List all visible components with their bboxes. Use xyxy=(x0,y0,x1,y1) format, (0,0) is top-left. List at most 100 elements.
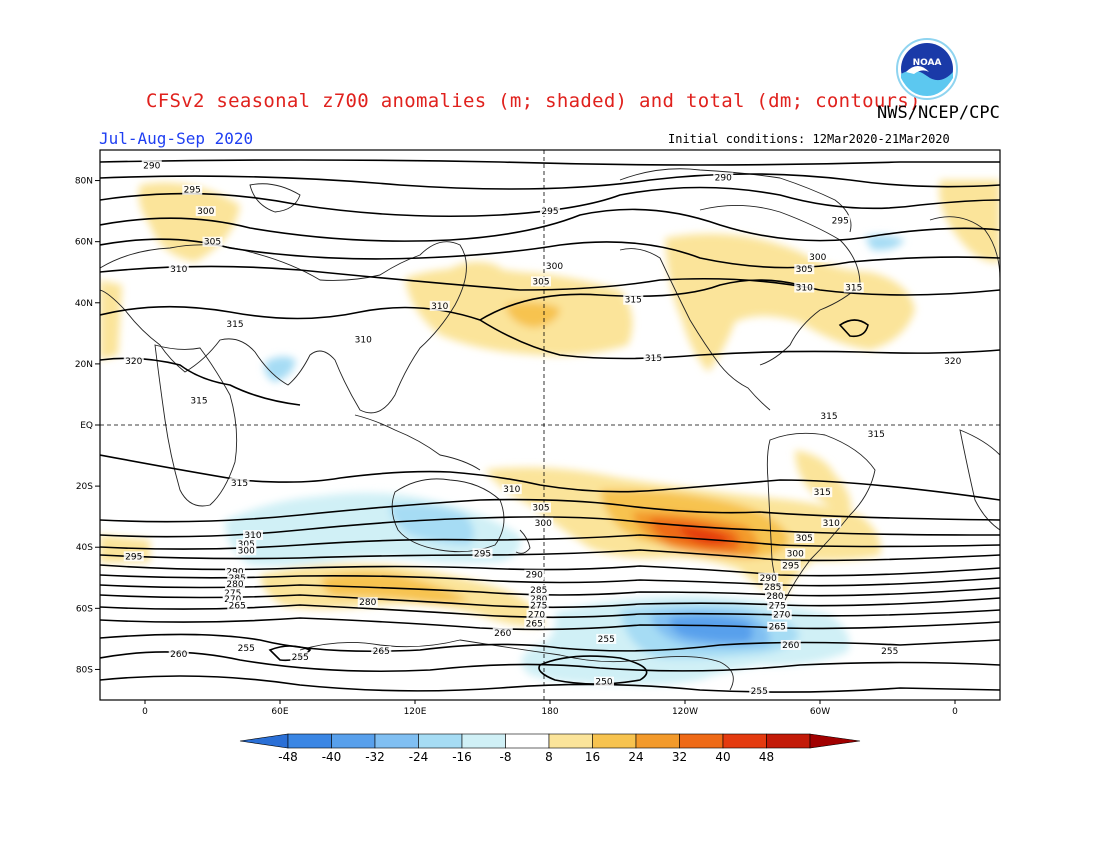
contour-label-bg xyxy=(222,594,243,605)
contour-label-bg xyxy=(765,591,785,602)
colorbar-label: 40 xyxy=(715,750,730,764)
map-plot-area: 2902953003053103153203153103103003052952… xyxy=(100,150,1000,700)
contour-label: 315 xyxy=(231,479,248,489)
colorbar-label: 24 xyxy=(628,750,643,764)
contour-label-bg xyxy=(780,560,801,571)
longitude-axis: 0 60E 120E 180 120W 60W 0 xyxy=(142,700,958,717)
contour-label-bg xyxy=(594,676,614,687)
contour-label: 310 xyxy=(355,335,372,345)
contour-label-bg xyxy=(526,609,547,620)
contour-label: 260 xyxy=(170,650,187,660)
noaa-logo-text: NOAA xyxy=(913,58,942,68)
contour-label: 305 xyxy=(532,504,549,514)
contour-label: 295 xyxy=(474,549,491,559)
contour-label: 310 xyxy=(431,302,448,312)
contour-label-bg xyxy=(780,640,801,650)
contour-label-bg xyxy=(767,600,788,611)
contour-label: 305 xyxy=(238,540,255,550)
lat-tick-label: 40S xyxy=(76,543,93,553)
colorbar-label: 32 xyxy=(672,750,687,764)
contour-label-bg xyxy=(794,533,815,544)
contour-label-bg xyxy=(189,395,209,406)
contour-label-bg xyxy=(819,410,839,421)
contour-label: 315 xyxy=(845,284,862,294)
contour-label-bg xyxy=(524,618,545,629)
contour-label: 260 xyxy=(782,641,799,651)
contour-label-bg xyxy=(643,352,664,363)
contour-label-bg xyxy=(182,184,203,195)
contour-label: 310 xyxy=(796,284,813,294)
contour-label: 310 xyxy=(503,485,520,495)
contour-label: 315 xyxy=(226,320,243,330)
contour-label-bg xyxy=(596,633,617,644)
noaa-logo: NOAA xyxy=(896,38,958,100)
contour-label: 290 xyxy=(526,571,543,581)
lon-tick-label: 180 xyxy=(541,707,558,717)
contour-label-bg xyxy=(767,621,788,632)
contour-label: 275 xyxy=(224,589,241,599)
contour-label: 295 xyxy=(782,562,799,572)
contour-label-bg xyxy=(528,600,549,611)
contour-label: 290 xyxy=(226,568,243,578)
contour-label: 270 xyxy=(224,595,241,605)
contour-label: 260 xyxy=(494,629,511,639)
lon-tick-label: 120E xyxy=(404,707,427,717)
contour-label-bg xyxy=(141,160,162,171)
contour-label: 305 xyxy=(796,265,813,275)
contour-label-bg xyxy=(758,572,779,583)
contour-label-bg xyxy=(524,569,545,580)
anomaly-shading xyxy=(100,180,1000,686)
contour-label-bg xyxy=(236,539,257,550)
contour-label: 290 xyxy=(715,174,732,184)
contour-label-bg xyxy=(762,581,783,592)
colorbar-label: 8 xyxy=(545,750,553,764)
colorbar: -48 -40 -32 -24 -16 -8 8 16 24 32 40 48 xyxy=(239,733,861,764)
contour-label-bg xyxy=(830,215,851,226)
contour-label-bg xyxy=(236,545,257,556)
contour-label: 265 xyxy=(526,620,543,630)
contour-label: 255 xyxy=(881,647,898,657)
contour-label-bg xyxy=(528,594,549,605)
map-title: CFSv2 seasonal z700 anomalies (m; shaded… xyxy=(146,90,921,112)
contour-label-bg xyxy=(472,548,493,559)
contour-label: 300 xyxy=(238,546,255,556)
contour-label: 315 xyxy=(625,296,642,306)
contour-label-bg xyxy=(623,294,644,305)
contour-label-bg xyxy=(168,264,189,275)
contour-label: 255 xyxy=(238,644,255,654)
colorbar-label: -16 xyxy=(452,750,472,764)
contour-label: 265 xyxy=(373,647,390,657)
contour-label: 295 xyxy=(125,552,142,562)
colorbar-swatch xyxy=(461,733,506,749)
contour-label: 290 xyxy=(760,574,777,584)
contour-label: 295 xyxy=(541,207,558,217)
contour-label: 310 xyxy=(170,265,187,275)
colorbar-swatch xyxy=(548,733,593,749)
contour-label-bg xyxy=(794,264,815,275)
contour-label: 305 xyxy=(532,277,549,287)
contour-label-bg xyxy=(225,578,245,589)
contour-label-bg xyxy=(531,502,551,513)
contour-label-bg xyxy=(202,236,223,247)
lat-tick-label: 80S xyxy=(76,665,93,675)
contour-label: 310 xyxy=(244,531,261,541)
contour-label-bg xyxy=(492,627,513,638)
contour-label: 265 xyxy=(769,623,786,633)
colorbar-swatch xyxy=(331,733,376,749)
contour-label: 285 xyxy=(764,583,781,593)
contour-label: 280 xyxy=(530,595,547,605)
contour-label: 320 xyxy=(125,357,142,367)
contour-label-bg xyxy=(195,206,216,217)
colorbar-label: -48 xyxy=(278,750,298,764)
colorbar-label: -8 xyxy=(500,750,512,764)
contour-label: 275 xyxy=(530,601,547,611)
contour-label-bg xyxy=(843,282,864,293)
contour-label: 300 xyxy=(787,549,804,559)
colorbar-swatch xyxy=(505,733,550,749)
latitude-axis: 80N 60N 40N 20N EQ 20S 40S 60S 80S xyxy=(75,177,100,675)
colorbar-label: -32 xyxy=(365,750,385,764)
contour-label-bg xyxy=(713,172,734,183)
colorbar-label: -40 xyxy=(322,750,342,764)
contour-label: 285 xyxy=(530,586,547,596)
